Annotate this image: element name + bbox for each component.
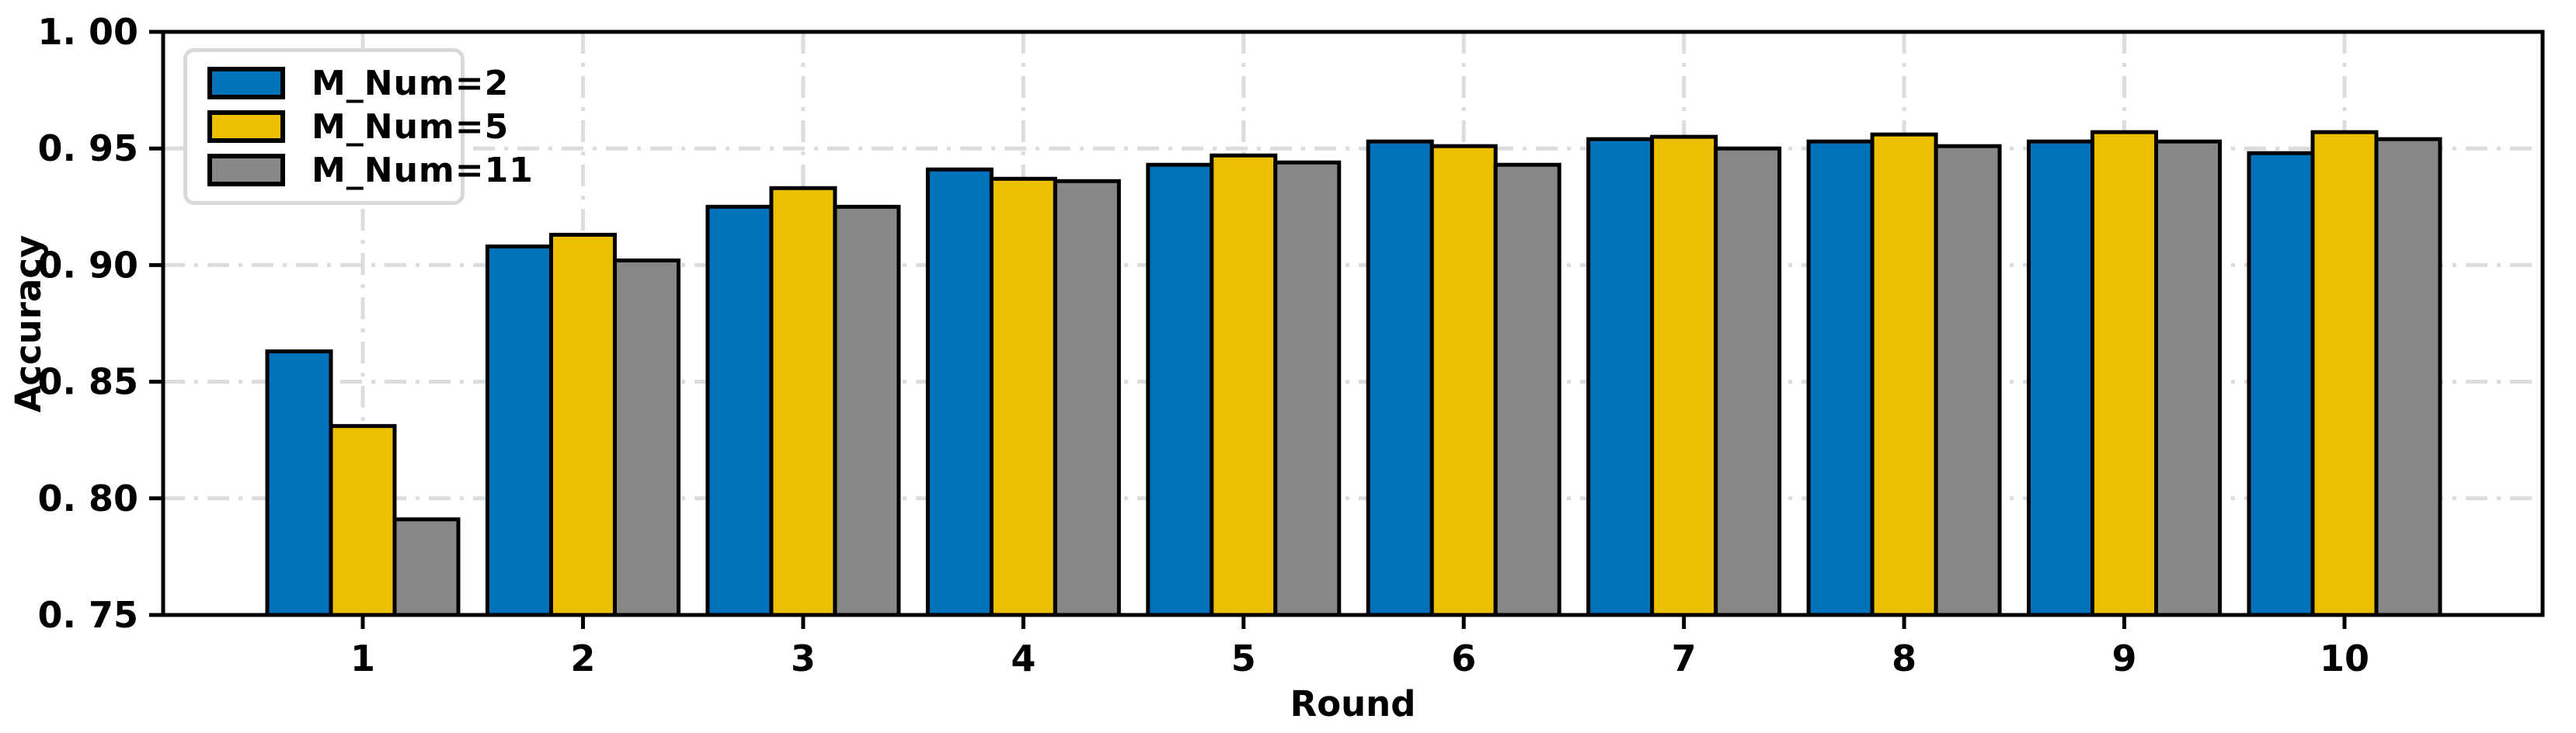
bar-M_Num=5-round-8 xyxy=(1870,132,1938,617)
bar-M_Num=2-round-7 xyxy=(1586,137,1655,617)
bar-M_Num=11-round-5 xyxy=(1273,160,1342,617)
bar-M_Num=11-round-10 xyxy=(2374,137,2442,617)
bar-M_Num=5-round-3 xyxy=(769,186,837,617)
x-tick-label: 5 xyxy=(1231,637,1256,679)
bar-M_Num=11-round-4 xyxy=(1053,179,1121,617)
x-tick-label: 7 xyxy=(1672,637,1697,679)
bar-M_Num=5-round-6 xyxy=(1429,144,1498,617)
plot-frame xyxy=(161,30,2545,617)
bar-M_Num=2-round-3 xyxy=(705,204,774,617)
bar-M_Num=2-round-1 xyxy=(265,349,333,617)
bar-M_Num=2-round-6 xyxy=(1366,139,1434,617)
legend-swatch-yellow-icon xyxy=(207,110,285,143)
x-tick-label: 4 xyxy=(1011,637,1036,679)
x-tick-label: 8 xyxy=(1892,637,1916,679)
legend: M_Num=2 M_Num=5 M_Num=11 xyxy=(183,48,533,205)
bar-M_Num=2-round-5 xyxy=(1146,162,1214,617)
bar-M_Num=11-round-7 xyxy=(1714,146,1782,617)
y-axis-title: Accuracy xyxy=(8,235,49,413)
x-tick-label: 6 xyxy=(1451,637,1476,679)
y-tick-label: 0. 90 xyxy=(37,244,138,286)
bar-M_Num=5-round-7 xyxy=(1650,134,1718,617)
legend-item-mnum11: M_Num=11 xyxy=(207,151,533,190)
legend-label: M_Num=11 xyxy=(312,150,534,190)
legend-swatch-gray-icon xyxy=(207,154,285,186)
bar-M_Num=11-round-2 xyxy=(612,258,681,617)
x-axis-title: Round xyxy=(1290,683,1416,724)
y-tick-label: 0. 85 xyxy=(37,361,138,403)
axis-labels: 0. 75 0. 80 0. 85 0. 90 0. 95 1. 00 1 2 3 4 5 6 7 8 9 1… xyxy=(8,11,2369,724)
bar-M_Num=5-round-4 xyxy=(989,176,1057,617)
legend-label: M_Num=5 xyxy=(312,106,510,147)
x-tick-label: 9 xyxy=(2112,637,2137,679)
legend-item-mnum2: M_Num=2 xyxy=(207,64,508,103)
legend-label: M_Num=2 xyxy=(312,63,510,103)
bar-M_Num=2-round-9 xyxy=(2027,139,2095,617)
bar-M_Num=5-round-2 xyxy=(548,232,617,617)
x-tick-label: 2 xyxy=(570,637,595,679)
x-tick-label: 1 xyxy=(350,637,375,679)
bar-M_Num=2-round-4 xyxy=(925,167,994,617)
y-tick-label: 0. 80 xyxy=(37,478,138,519)
legend-item-mnum5: M_Num=5 xyxy=(207,107,508,147)
bar-M_Num=2-round-8 xyxy=(1806,139,1875,617)
bar-M_Num=11-round-6 xyxy=(1493,162,1561,617)
bar-M_Num=11-round-3 xyxy=(833,204,901,617)
bar-M_Num=11-round-1 xyxy=(392,517,461,617)
axes-frame xyxy=(161,30,2545,617)
bar-M_Num=11-round-8 xyxy=(1934,144,2002,617)
x-tick-label: 3 xyxy=(791,637,816,679)
bar-M_Num=5-round-10 xyxy=(2310,130,2379,617)
y-tick-label: 0. 95 xyxy=(37,127,138,169)
bar-M_Num=5-round-5 xyxy=(1210,153,1278,617)
axis-ticks xyxy=(149,30,2347,629)
legend-swatch-blue-icon xyxy=(207,67,285,99)
bar-M_Num=2-round-10 xyxy=(2247,151,2315,617)
x-tick-label: 10 xyxy=(2320,637,2369,679)
bars xyxy=(265,130,2442,617)
y-tick-label: 1. 00 xyxy=(37,11,138,53)
bar-M_Num=2-round-2 xyxy=(485,244,553,617)
y-tick-label: 0. 75 xyxy=(37,594,138,636)
bar-M_Num=11-round-9 xyxy=(2154,139,2223,617)
bar-M_Num=5-round-1 xyxy=(329,424,397,617)
bar-M_Num=5-round-9 xyxy=(2090,130,2159,617)
